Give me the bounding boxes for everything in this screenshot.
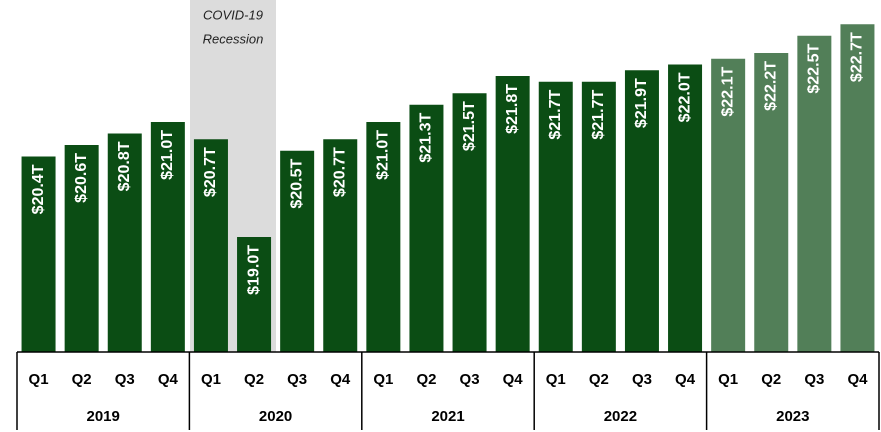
value-label: $22.0T xyxy=(676,72,693,122)
x-tick-label: Q1 xyxy=(718,371,738,388)
x-tick-label: Q3 xyxy=(115,371,135,388)
x-tick-label: Q4 xyxy=(330,371,351,388)
bar xyxy=(581,81,616,352)
bar xyxy=(64,145,99,352)
value-label: $20.6T xyxy=(73,153,90,203)
x-tick-label: Q2 xyxy=(589,371,609,388)
bar xyxy=(107,133,142,352)
year-label: 2022 xyxy=(604,408,637,425)
value-label: $21.3T xyxy=(418,113,435,163)
x-tick-label: Q4 xyxy=(503,371,524,388)
bar xyxy=(193,139,228,352)
bar xyxy=(452,93,487,352)
value-label: $21.7T xyxy=(590,90,607,140)
value-label: $21.8T xyxy=(504,84,521,134)
bar xyxy=(624,70,659,352)
value-label: $21.9T xyxy=(633,78,650,128)
x-tick-label: Q2 xyxy=(244,371,264,388)
value-label: $20.7T xyxy=(331,147,348,197)
x-tick-label: Q4 xyxy=(158,371,179,388)
value-label: $20.7T xyxy=(202,147,219,197)
bar xyxy=(237,237,272,352)
bar xyxy=(366,122,401,352)
annotation: Recession xyxy=(203,31,264,46)
x-tick-label: Q3 xyxy=(632,371,652,388)
bar xyxy=(150,122,185,352)
value-label: $22.7T xyxy=(849,32,866,82)
bar xyxy=(409,104,444,352)
x-tick-label: Q3 xyxy=(460,371,480,388)
x-tick-label: Q2 xyxy=(416,371,436,388)
x-tick-label: Q1 xyxy=(373,371,393,388)
value-label: $22.5T xyxy=(806,44,823,94)
bar xyxy=(280,150,315,352)
x-tick-label: Q2 xyxy=(761,371,781,388)
x-tick-label: Q4 xyxy=(675,371,696,388)
annotation: COVID-19 xyxy=(203,7,263,22)
bar xyxy=(797,35,832,352)
bar xyxy=(495,76,530,352)
value-label: $19.0T xyxy=(245,245,262,295)
x-tick-label: Q2 xyxy=(72,371,92,388)
bar xyxy=(538,81,573,352)
bar xyxy=(711,58,746,352)
x-tick-label: Q3 xyxy=(804,371,824,388)
value-label: $20.8T xyxy=(116,141,133,191)
year-label: 2019 xyxy=(87,408,120,425)
bar xyxy=(323,139,358,352)
year-label: 2023 xyxy=(776,408,809,425)
value-label: $21.7T xyxy=(547,90,564,140)
bar xyxy=(668,64,703,352)
bar xyxy=(21,156,56,352)
value-label: $22.2T xyxy=(762,61,779,111)
year-label: 2021 xyxy=(431,408,464,425)
value-label: $20.5T xyxy=(288,159,305,209)
value-label: $21.0T xyxy=(375,130,392,180)
x-tick-label: Q4 xyxy=(847,371,868,388)
bar xyxy=(754,53,789,352)
x-tick-label: Q1 xyxy=(201,371,221,388)
value-label: $21.5T xyxy=(461,101,478,151)
bar xyxy=(840,24,875,352)
value-label: $22.1T xyxy=(719,67,736,117)
x-tick-label: Q1 xyxy=(29,371,49,388)
value-label: $20.4T xyxy=(30,164,47,214)
year-label: 2020 xyxy=(259,408,292,425)
value-label: $21.0T xyxy=(159,130,176,180)
x-tick-label: Q3 xyxy=(287,371,307,388)
x-tick-label: Q1 xyxy=(546,371,566,388)
